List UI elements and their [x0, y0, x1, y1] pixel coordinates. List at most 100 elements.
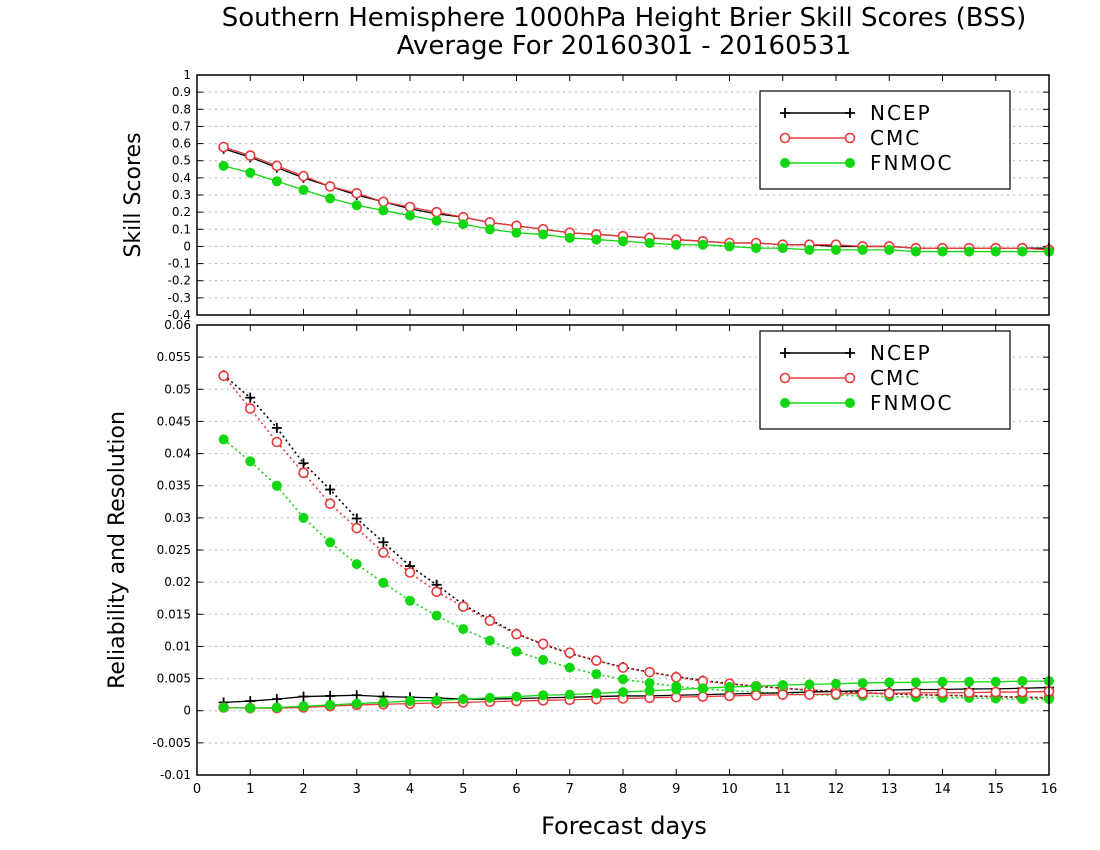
data-point-fnmoc — [351, 698, 362, 709]
data-point-fnmoc — [777, 243, 788, 254]
x-tick-label: 15 — [987, 782, 1004, 797]
plot-frame — [196, 74, 1050, 316]
data-point-fnmoc — [990, 676, 1001, 687]
data-point-ncep — [325, 484, 336, 495]
data-point-ncep — [378, 537, 389, 548]
data-point-fnmoc — [884, 677, 895, 688]
data-point-cmc — [404, 567, 416, 578]
data-point-fnmoc — [644, 238, 655, 248]
data-point-fnmoc — [591, 234, 602, 245]
x-tick-label: 13 — [881, 782, 898, 797]
data-point-fnmoc — [511, 227, 522, 238]
data-point-cmc — [404, 201, 416, 213]
data-point-fnmoc — [245, 456, 256, 467]
y-tick-label: 0.035 — [157, 479, 191, 493]
data-point-fnmoc — [458, 624, 469, 635]
legend-label-fnmoc: FNMOC — [870, 151, 953, 175]
x-tick-label: 5 — [459, 782, 467, 797]
data-point-fnmoc — [990, 246, 1001, 257]
data-point-fnmoc — [405, 696, 415, 707]
data-point-cmc — [830, 688, 842, 700]
y-tick-label: -0.005 — [152, 736, 191, 750]
legend-box — [759, 330, 1011, 430]
y-tick-label: 0 — [183, 239, 191, 253]
data-point-cmc — [378, 196, 389, 208]
data-point-cmc — [244, 403, 256, 414]
data-point-fnmoc — [298, 184, 309, 195]
legend-marker-ncep — [845, 348, 855, 358]
data-point-fnmoc — [644, 685, 655, 696]
data-point-cmc — [244, 150, 256, 161]
data-point-fnmoc — [351, 200, 362, 211]
data-point-fnmoc — [458, 694, 469, 705]
x-tick-label: 2 — [299, 782, 307, 797]
legend-label-cmc: CMC — [870, 126, 921, 150]
data-point-cmc — [591, 655, 602, 666]
data-point-cmc — [937, 687, 948, 699]
legend-marker-ncep — [780, 108, 790, 118]
data-point-fnmoc — [325, 193, 336, 204]
data-point-ncep — [351, 513, 362, 524]
data-point-fnmoc — [724, 681, 735, 692]
data-point-cmc — [644, 666, 655, 678]
data-point-cmc — [431, 586, 442, 598]
legend-marker-fnmoc — [780, 158, 790, 168]
x-tick-label: 7 — [566, 782, 574, 797]
legend-marker-ncep — [845, 108, 855, 118]
data-point-cmc — [431, 206, 442, 218]
data-point-fnmoc — [218, 160, 229, 171]
data-point-fnmoc — [910, 246, 921, 257]
data-point-cmc — [617, 662, 629, 673]
data-point-fnmoc — [591, 669, 602, 680]
x-tick-label: 10 — [721, 782, 738, 797]
data-point-fnmoc — [431, 215, 442, 226]
y-tick-label: 1 — [183, 68, 191, 82]
legend-marker-fnmoc — [845, 398, 855, 408]
data-point-cmc — [804, 689, 815, 700]
plot-frame — [196, 324, 1050, 776]
data-point-cmc — [724, 690, 735, 702]
data-point-fnmoc — [910, 677, 921, 688]
data-point-fnmoc — [378, 205, 389, 216]
data-point-fnmoc — [964, 246, 975, 257]
y-axis-label: Reliability and Resolution — [105, 411, 130, 689]
x-axis-label: Forecast days — [541, 812, 707, 840]
data-point-fnmoc — [618, 687, 628, 698]
data-point-cmc — [857, 688, 868, 699]
data-point-cmc — [963, 687, 975, 699]
x-tick-label: 9 — [672, 782, 680, 797]
y-tick-label: 0.6 — [172, 137, 191, 151]
y-tick-label: -0.4 — [168, 308, 191, 322]
x-tick-label: 12 — [828, 782, 845, 797]
data-point-cmc — [324, 498, 336, 510]
data-point-fnmoc — [218, 434, 229, 445]
data-point-ncep — [271, 694, 282, 705]
chart-title-line1: Southern Hemisphere 1000hPa Height Brier… — [222, 3, 1027, 33]
x-tick-label: 4 — [406, 782, 414, 797]
y-tick-label: 0.06 — [164, 318, 191, 332]
y-tick-label: 0.055 — [157, 350, 191, 364]
data-point-cmc — [378, 547, 389, 558]
data-point-cmc — [351, 522, 363, 534]
data-point-cmc — [351, 187, 363, 199]
reliability-resolution-panel: -0.01 -0.005 0 0.005 0.01 0.015 0.02 0.025 0.03 0… — [105, 318, 1057, 797]
data-point-fnmoc — [431, 695, 442, 706]
data-point-fnmoc — [245, 167, 256, 178]
series-line-fnmoc-resolution — [223, 438, 1049, 700]
data-point-fnmoc — [405, 210, 415, 221]
data-point-fnmoc — [325, 537, 336, 548]
data-point-fnmoc — [671, 684, 682, 695]
data-point-fnmoc — [245, 703, 256, 714]
legend-marker-cmc — [779, 372, 791, 384]
data-point-fnmoc — [564, 662, 575, 673]
y-tick-label: 0 — [183, 704, 191, 718]
y-tick-label: 0.025 — [157, 543, 191, 557]
data-point-cmc — [484, 615, 496, 627]
data-point-fnmoc — [831, 678, 841, 689]
data-point-cmc — [1017, 686, 1028, 698]
y-axis-label: Skill Scores — [121, 132, 146, 257]
y-tick-label: 0.9 — [172, 85, 191, 99]
data-point-fnmoc — [538, 690, 549, 701]
